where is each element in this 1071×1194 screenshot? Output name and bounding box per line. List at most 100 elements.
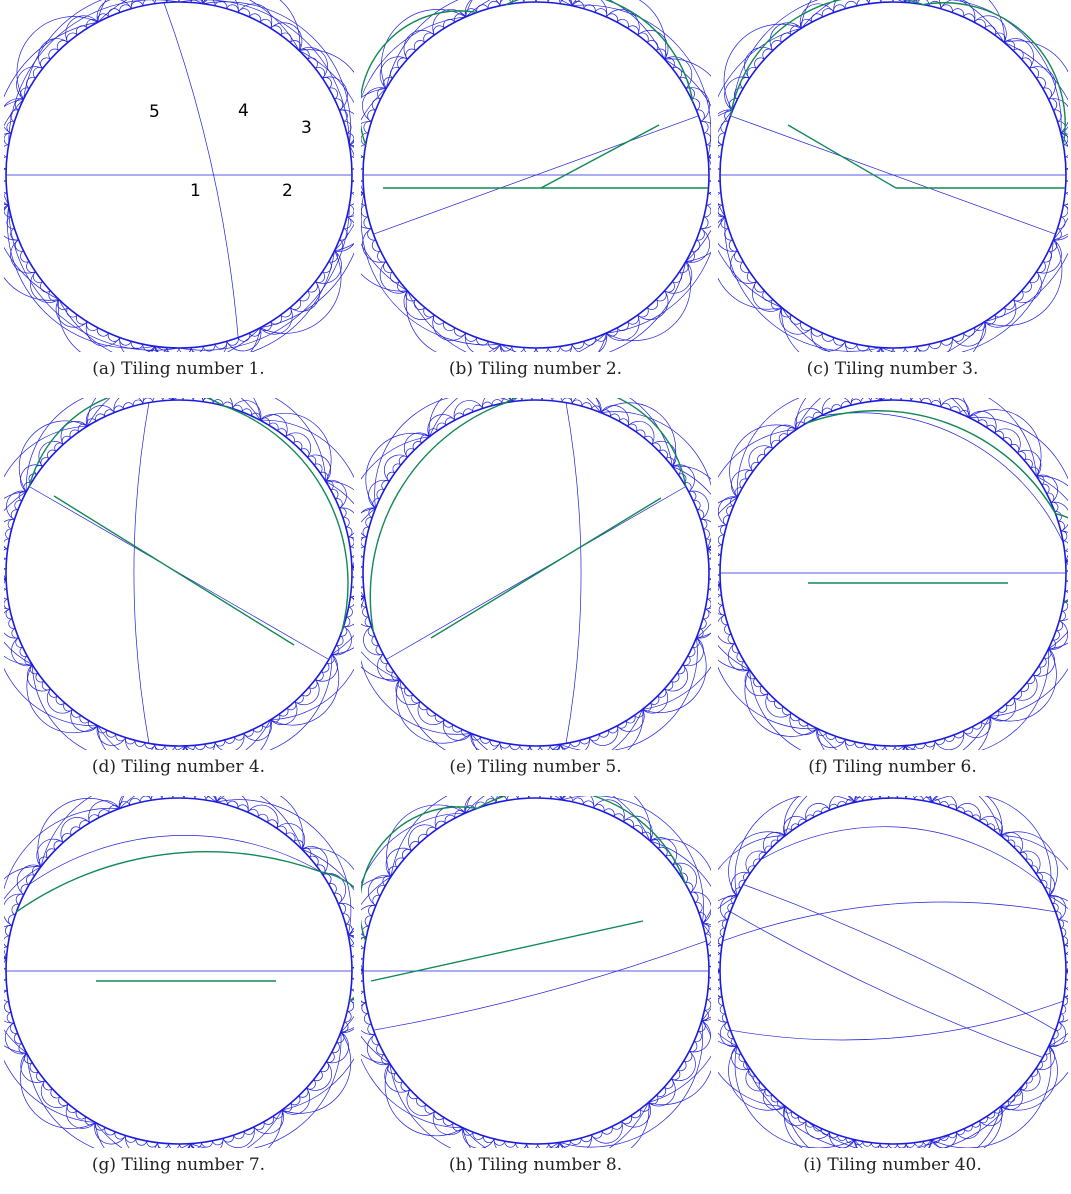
tiling-geodesic: [689, 1020, 711, 1053]
tiling-geodesic: [428, 398, 513, 437]
tiling-geodesic: [322, 873, 347, 904]
tiling-geodesic: [5, 1022, 27, 1055]
tiling-geodesic: [307, 454, 332, 482]
tiling-geodesic: [837, 801, 847, 808]
tiling-geodesic: [515, 1142, 528, 1148]
tiling-geodesic: [142, 344, 156, 352]
tiling-geodesic: [442, 1117, 454, 1126]
tiling-geodesic: [718, 180, 726, 218]
tiling-geodesic: [1048, 1037, 1056, 1047]
tiling-geodesic: [783, 1106, 855, 1148]
tiling-geodesic: [368, 904, 376, 917]
tiling-geodesic: [708, 168, 711, 182]
tiling-geodesic: [408, 1089, 419, 1100]
tiling-geodesic: [361, 556, 364, 568]
tiling-geodesic: [693, 1030, 702, 1043]
tiling-geodesic: [1060, 1004, 1067, 1015]
edge-label-5: 5: [149, 102, 160, 122]
tiling-geodesic: [1036, 77, 1046, 89]
tiling-geodesic: [300, 448, 310, 458]
tiling-geodesic: [727, 1029, 734, 1039]
tiling-geodesic: [113, 405, 124, 413]
tiling-geodesic: [348, 596, 354, 608]
tiling-geodesic: [212, 399, 224, 406]
tiling-geodesic: [572, 797, 584, 805]
tiling-geodesic: [293, 839, 304, 850]
tiling-geodesic: [424, 1104, 436, 1114]
tiling-geodesic: [1019, 1068, 1041, 1092]
tiling-geodesic: [338, 902, 354, 936]
tiling-geodesic: [790, 25, 802, 36]
tiling-geodesic: [416, 1097, 427, 1107]
tiling-geodesic: [730, 911, 1043, 1058]
tiling-geodesic: [641, 831, 652, 842]
tiling-geodesic: [260, 144, 354, 329]
poincare-disk-c: [718, 0, 1068, 352]
tiling-geodesic: [453, 400, 483, 421]
tiling-geodesic: [325, 479, 347, 509]
tiling-geodesic: [308, 679, 318, 689]
tiling-geodesic: [168, 1143, 180, 1148]
tiling-geodesic: [1035, 1060, 1043, 1070]
tiling-geodesic: [226, 4, 239, 13]
tiling-geodesic: [986, 424, 996, 434]
tiling-geodesic: [351, 156, 354, 170]
tiling-geodesic: [499, 332, 607, 352]
tiling-geodesic: [29, 1062, 39, 1073]
tiling-geodesic: [299, 49, 354, 146]
tiling-geodesic: [650, 695, 660, 705]
tiling-geodesic: [443, 321, 456, 332]
tiling-geodesic: [383, 77, 393, 89]
tiling-geodesic: [854, 796, 881, 803]
tiling-geodesic: [96, 725, 126, 746]
edge-label-3: 3: [301, 118, 312, 138]
tiling-geodesic: [26, 664, 51, 692]
tiling-geodesic: [392, 463, 402, 474]
tiling-geodesic: [821, 8, 835, 18]
tiling-geodesic: [559, 0, 573, 6]
tiling-geodesic: [571, 0, 667, 60]
tiling-geodesic: [435, 820, 447, 830]
tiling-geodesic: [432, 314, 466, 341]
tiling-geodesic: [38, 440, 64, 467]
tiling-geodesic: [1060, 530, 1068, 542]
tiling-geodesic: [406, 1089, 435, 1117]
tiling-geodesic: [135, 1138, 148, 1146]
tiling-geodesic: [85, 321, 121, 347]
tiling-geodesic: [96, 725, 108, 734]
tiling-geodesic: [871, 796, 881, 800]
tiling-geodesic: [192, 398, 204, 402]
tiling-geodesic: [1048, 895, 1067, 921]
tiling-geodesic: [464, 332, 478, 342]
tiling-geodesic: [963, 1124, 973, 1132]
tiling-geodesic: [493, 1138, 506, 1146]
tiling-geodesic: [718, 524, 727, 556]
tiling-geodesic: [499, 344, 537, 352]
tiling-geodesic: [718, 156, 721, 170]
tiling-geodesic: [86, 418, 97, 427]
tiling-geodesic: [947, 1131, 957, 1139]
tiling-geodesic: [702, 922, 710, 935]
tiling-geodesic: [25, 398, 174, 492]
tiling-geodesic: [1065, 953, 1068, 963]
tiling-geodesic: [845, 1137, 855, 1144]
tiling-geodesic: [708, 578, 711, 590]
tiling-geodesic: [349, 546, 354, 558]
tiling-geodesic: [752, 281, 783, 312]
tiling-geodesic: [1063, 192, 1068, 206]
tiling-geodesic: [1040, 1053, 1048, 1063]
tiling-geodesic: [854, 1106, 1002, 1148]
tiling-geodesic: [14, 500, 22, 511]
tiling-geodesic: [884, 745, 896, 750]
tiling-geodesic: [107, 8, 121, 18]
tiling-geodesic: [637, 290, 669, 320]
tiling-geodesic: [152, 398, 164, 403]
tiling-geodesic: [270, 566, 354, 721]
edge-label-1: 1: [190, 181, 201, 201]
caption-d: (d) Tiling number 4.: [91, 757, 266, 777]
tiling-geodesic: [718, 970, 786, 1107]
tiling-geodesic: [805, 803, 831, 822]
tiling-geodesic: [862, 1141, 872, 1147]
tiling-geodesic: [453, 327, 466, 337]
tiling-geodesic: [399, 679, 561, 750]
